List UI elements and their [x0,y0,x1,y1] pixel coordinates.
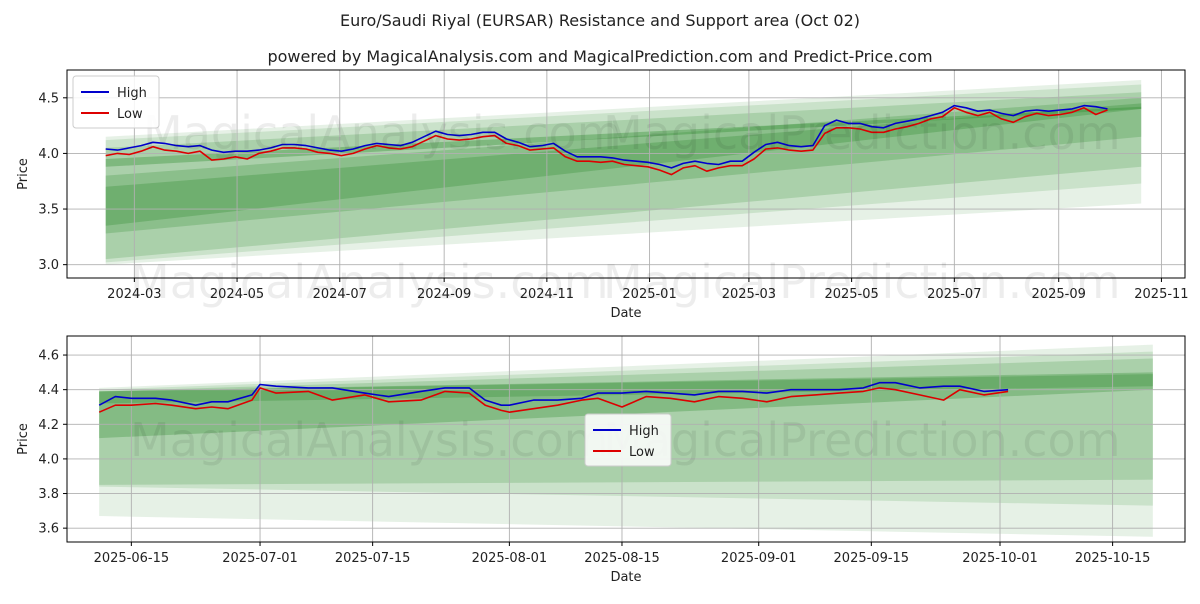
full-history-ytick-label-3: 4.5 [38,91,59,106]
full-history-plot-area [67,70,1185,278]
zoomed-recent-ytick-label-1: 3.8 [38,487,59,502]
full-history-x-axis-label: Date [610,306,641,321]
zoomed-recent-xtick-label-4: 2025-08-15 [584,551,660,566]
full-history-xtick-label-1: 2024-05 [210,287,264,302]
zoomed-recent-legend-box [584,413,672,467]
full-history-ytick-label-2: 4.0 [38,147,59,162]
full-history-xtick-label-8: 2025-07 [927,287,981,302]
chart-subtitle: powered by MagicalAnalysis.com and Magic… [267,47,932,66]
full-history-watermark-1: MagicalPrediction.com [603,106,1121,160]
full-history-legend-label-low: Low [117,107,143,122]
full-history-legend-label-high: High [117,86,147,101]
full-history-xtick-label-3: 2024-09 [417,287,471,302]
full-history-xtick-label-9: 2025-09 [1032,287,1086,302]
full-history-xtick-label-5: 2025-01 [622,287,676,302]
zoomed-recent-x-axis-label: Date [610,570,641,585]
full-history-watermark-3: MagicalPrediction.com [603,255,1121,309]
zoomed-recent-ytick-label-0: 3.6 [38,522,59,537]
full-history-band-0 [105,80,1142,265]
zoomed-recent-band-4 [99,374,1153,404]
full-history-band-5 [105,106,1142,167]
full-history-frame [66,69,1186,279]
full-history-y-axis-label: Price [16,158,31,190]
full-history-legend-box [72,75,160,129]
full-history-watermark-2: MagicalAnalysis.com [130,255,609,309]
zoomed-recent-ytick-label-5: 4.6 [38,349,59,364]
zoomed-recent-xtick-label-2: 2025-07-15 [335,551,411,566]
zoomed-recent-ytick-label-4: 4.4 [38,383,59,398]
full-history-band-2 [105,92,1142,260]
full-history-xtick-label-6: 2025-03 [722,287,776,302]
zoomed-recent-legend: High Low [584,413,672,467]
full-history-band-1 [105,84,1142,263]
zoomed-recent-y-axis-label: Price [16,423,31,455]
full-history-xtick-label-7: 2025-05 [824,287,878,302]
full-history-xtick-label-4: 2024-11 [520,287,574,302]
full-history-series-low [105,107,1108,176]
zoomed-recent-xtick-label-7: 2025-10-01 [962,551,1038,566]
zoomed-recent-watermark-0: MagicalAnalysis.com [130,413,609,467]
full-history-ytick-label-1: 3.5 [38,203,59,218]
zoomed-recent-ytick-label-3: 4.2 [38,418,59,433]
zoomed-recent-watermark-1: MagicalPrediction.com [603,413,1121,467]
zoomed-recent-xtick-label-5: 2025-09-01 [721,551,797,566]
zoomed-recent-series-high [98,381,1009,406]
full-history-watermark-0: MagicalAnalysis.com [143,106,622,160]
zoomed-recent-xtick-label-6: 2025-09-15 [834,551,910,566]
full-history-xtick-label-0: 2024-03 [107,287,161,302]
full-history-xtick-label-10: 2025-11 [1134,287,1188,302]
full-history-legend: High Low [72,75,160,129]
full-history-ytick-label-0: 3.0 [38,258,59,273]
zoomed-recent-xtick-label-8: 2025-10-15 [1075,551,1151,566]
chart-title: Euro/Saudi Riyal (EURSAR) Resistance and… [340,11,860,30]
zoomed-recent-legend-label-high: High [629,424,659,439]
full-history-series-high [105,104,1108,169]
zoomed-recent-series-low [98,387,1009,413]
zoomed-recent-xtick-label-1: 2025-07-01 [222,551,298,566]
zoomed-recent-xtick-label-3: 2025-08-01 [472,551,548,566]
zoomed-recent-ytick-label-2: 4.0 [38,452,59,467]
zoomed-recent-frame [66,335,1186,543]
zoomed-recent-xtick-label-0: 2025-06-15 [94,551,170,566]
full-history-xtick-label-2: 2024-07 [313,287,367,302]
zoomed-recent-legend-label-low: Low [629,445,655,460]
